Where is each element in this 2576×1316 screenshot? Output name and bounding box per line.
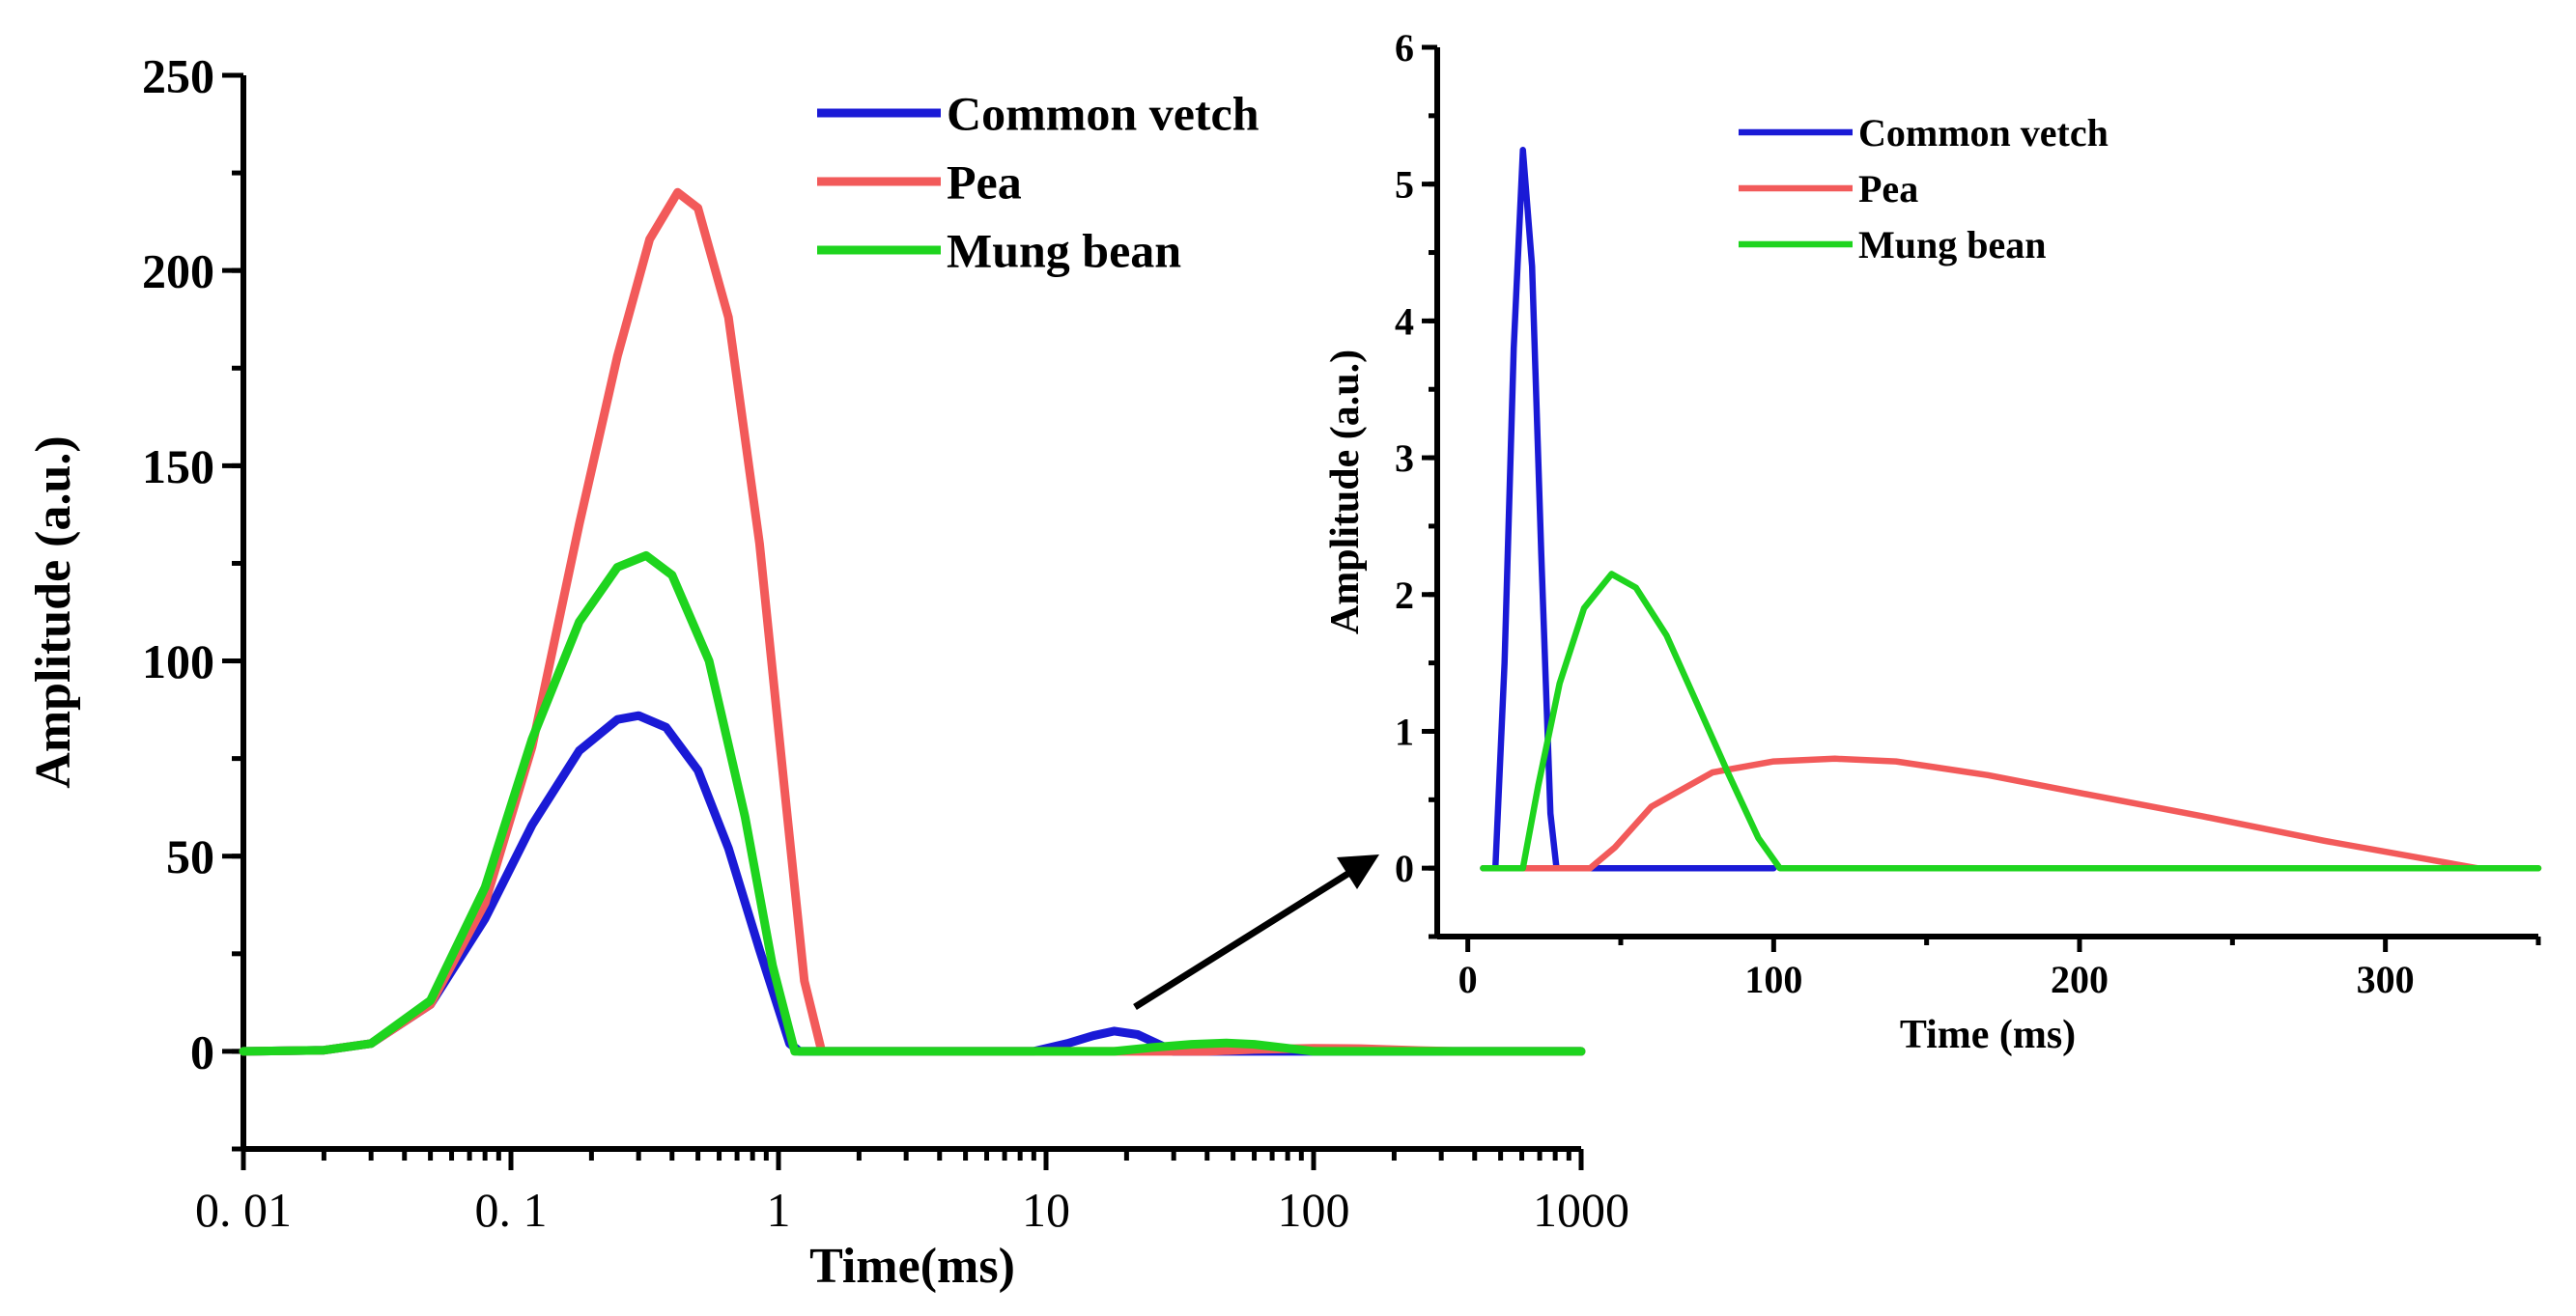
main-chart: 0. 01 0. 1 1 10 100 1000050100150200250Time(m… (26, 49, 1629, 1295)
x-tick-label: 200 (2051, 958, 2109, 1001)
legend-label-2: Mung bean (947, 224, 1181, 278)
y-tick-label: 2 (1395, 574, 1414, 617)
x-tick-label: 1000 (1533, 1183, 1629, 1237)
legend-label-0: Common vetch (947, 87, 1260, 141)
y-tick-label: 150 (142, 439, 214, 493)
y-tick-label: 0 (190, 1024, 214, 1078)
y-axis-title: Amplitude (a.u.) (26, 435, 81, 788)
legend-label-2: Mung bean (1858, 223, 2047, 266)
y-tick-label: 3 (1395, 436, 1414, 480)
series-line-1 (239, 187, 1586, 1056)
zoom-arrow (1133, 854, 1379, 1010)
x-tick-label: 100 (1278, 1183, 1350, 1237)
y-tick-label: 6 (1395, 26, 1414, 70)
legend-label-1: Pea (947, 155, 1022, 210)
legend-label-0: Common vetch (1858, 111, 2109, 154)
series-line-2 (239, 550, 1586, 1056)
y-tick-label: 1 (1395, 710, 1414, 753)
y-tick-label: 100 (142, 634, 214, 688)
y-tick-label: 0 (1395, 847, 1414, 890)
inset-chart: 0 100 200 300 0 1 2 3 4 5 6 Time (ms) Amplitude (a.u… (1323, 26, 2542, 1057)
x-tick-label: 1 (767, 1183, 791, 1237)
y-axis-title: Amplitude (a.u.) (1323, 350, 1368, 634)
y-tick-label: 4 (1395, 299, 1414, 343)
x-axis-title: Time (ms) (1900, 1013, 2076, 1057)
series-line-0 (1480, 147, 1777, 872)
x-tick-label: 10 (1022, 1183, 1070, 1237)
series-line-1 (1480, 755, 2542, 872)
y-tick-label: 200 (142, 244, 214, 298)
legend-label-1: Pea (1858, 167, 1918, 210)
x-tick-label: 0 (1458, 958, 1478, 1001)
y-tick-label: 50 (166, 829, 214, 883)
y-tick-label: 5 (1395, 163, 1414, 207)
x-tick-label: 0. 01 (195, 1183, 292, 1237)
series-line-0 (239, 711, 1586, 1056)
y-tick-label: 250 (142, 49, 214, 103)
x-tick-label: 300 (2357, 958, 2415, 1001)
x-tick-label: 0. 1 (475, 1183, 548, 1237)
x-tick-label: 100 (1744, 958, 1802, 1001)
x-axis-title: Time(ms) (809, 1239, 1015, 1294)
series-line-2 (1480, 571, 2542, 872)
